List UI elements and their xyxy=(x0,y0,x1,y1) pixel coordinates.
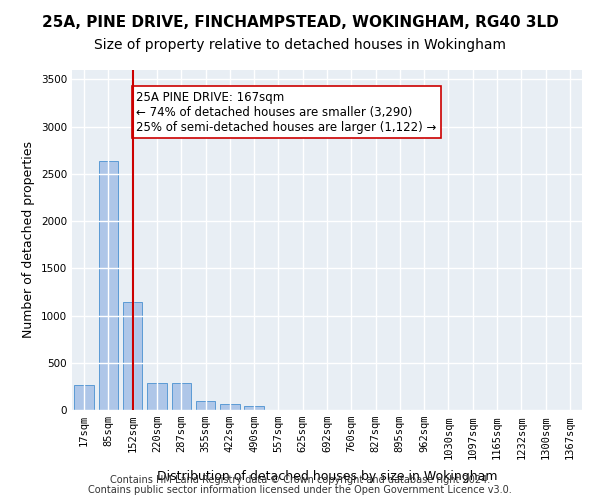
Bar xyxy=(220,404,239,410)
Bar xyxy=(123,302,142,410)
Bar xyxy=(74,384,94,410)
Text: 25A PINE DRIVE: 167sqm
← 74% of detached houses are smaller (3,290)
25% of semi-: 25A PINE DRIVE: 167sqm ← 74% of detached… xyxy=(136,91,437,134)
Bar xyxy=(196,400,215,410)
Text: Contains HM Land Registry data © Crown copyright and database right 2024.: Contains HM Land Registry data © Crown c… xyxy=(110,475,490,485)
Bar xyxy=(99,160,118,410)
Text: Size of property relative to detached houses in Wokingham: Size of property relative to detached ho… xyxy=(94,38,506,52)
Bar xyxy=(244,406,264,410)
Bar xyxy=(147,383,167,410)
Text: Contains public sector information licensed under the Open Government Licence v3: Contains public sector information licen… xyxy=(88,485,512,495)
Y-axis label: Number of detached properties: Number of detached properties xyxy=(22,142,35,338)
X-axis label: Distribution of detached houses by size in Wokingham: Distribution of detached houses by size … xyxy=(157,470,497,482)
Text: 25A, PINE DRIVE, FINCHAMPSTEAD, WOKINGHAM, RG40 3LD: 25A, PINE DRIVE, FINCHAMPSTEAD, WOKINGHA… xyxy=(41,15,559,30)
Bar xyxy=(172,383,191,410)
